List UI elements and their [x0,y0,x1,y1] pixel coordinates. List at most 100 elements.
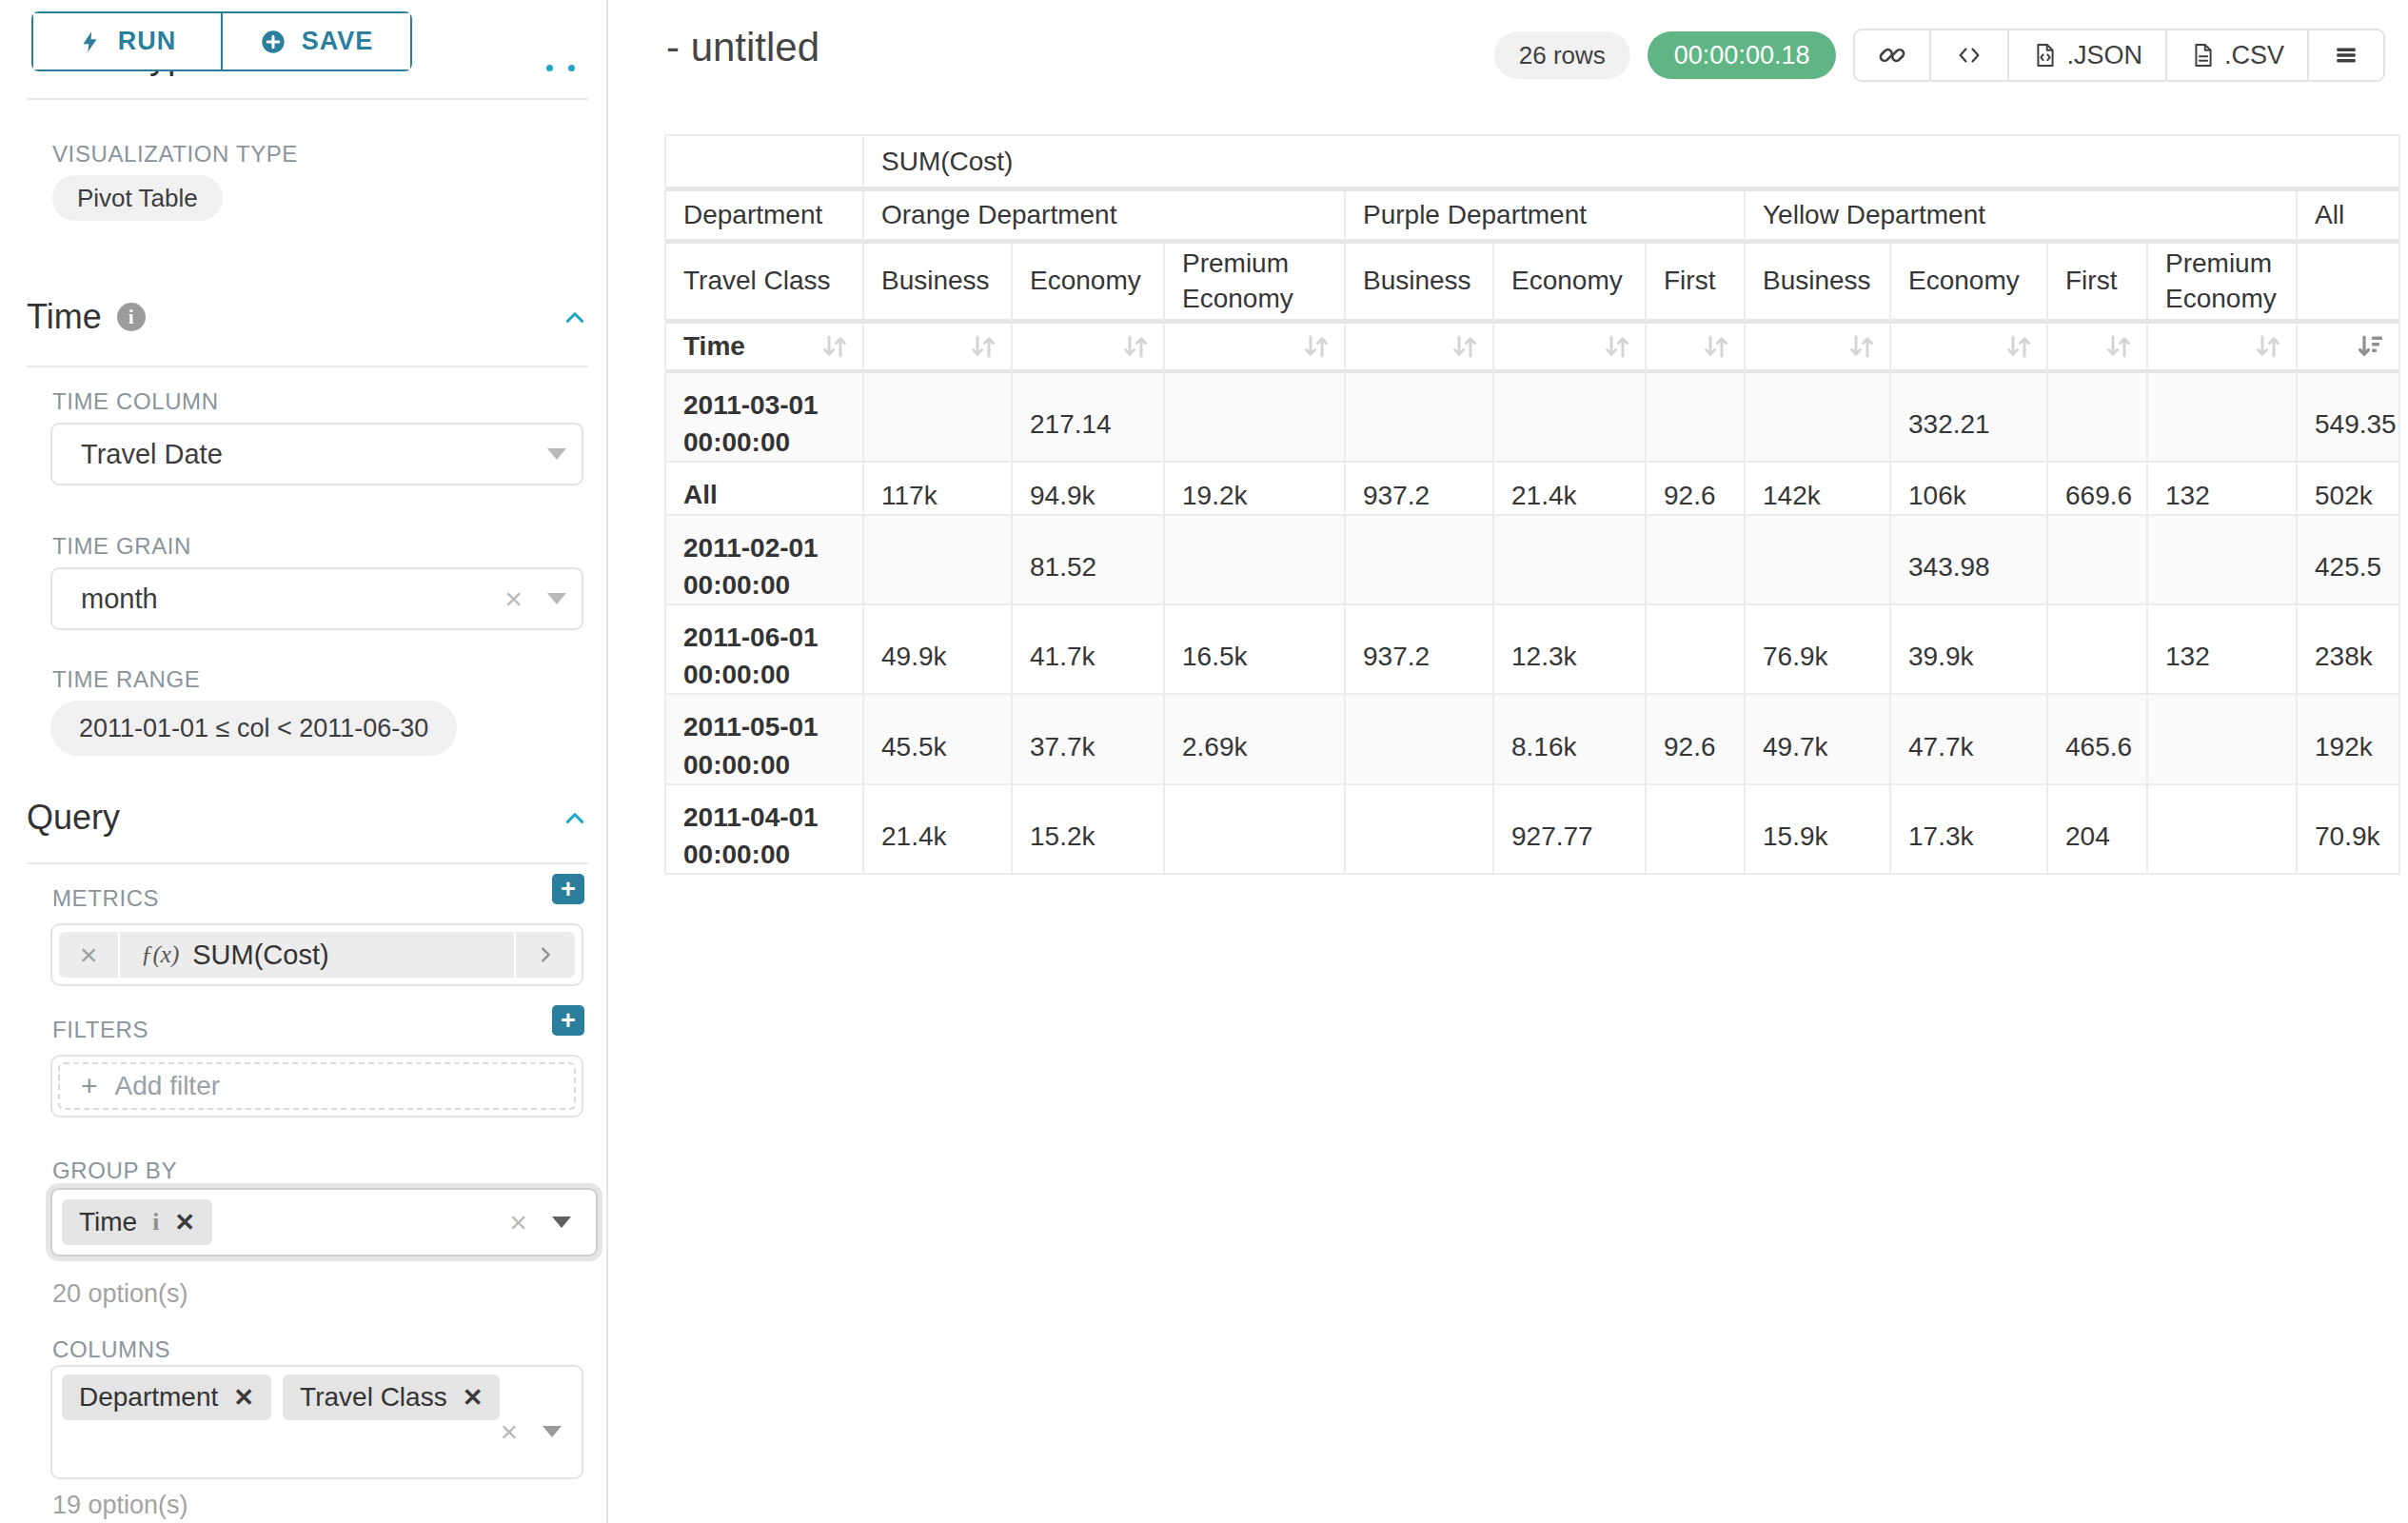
expand-metric-icon[interactable] [516,932,575,978]
visualization-type-label: VISUALIZATION TYPE [52,141,298,168]
add-filter-plus-button[interactable]: + [552,1005,584,1036]
sort-descending-icon[interactable] [2355,332,2387,361]
query-timer-badge: 00:00:00.18 [1648,31,1837,79]
columns-select[interactable]: Department✕ Travel Class ✕ × [50,1365,583,1479]
pivot-value-cell [1647,516,1746,605]
pivot-sort-cell [2148,324,2298,373]
section-divider [27,366,588,367]
dimension-chip[interactable]: Travel Class ✕ [283,1375,500,1420]
pivot-group-header: Yellow Department [1746,191,2298,244]
pivot-group-header: All [2298,191,2400,244]
row-count-badge: 26 rows [1494,31,1630,79]
clear-icon[interactable]: × [509,1207,527,1237]
pivot-value-cell: 465.6 [2048,695,2148,784]
chevron-down-icon[interactable] [547,593,566,604]
chevron-down-icon[interactable] [547,448,566,460]
sort-icon[interactable] [1845,332,1878,361]
copy-link-button[interactable] [1855,30,1929,80]
chevron-down-icon[interactable] [552,1216,571,1228]
sort-icon[interactable] [819,332,851,361]
clear-icon[interactable]: × [500,1416,518,1447]
pivot-value-cell [1165,785,1346,875]
view-query-button[interactable] [1929,30,2007,80]
save-button-label: SAVE [302,27,374,56]
pivot-col-header: Premium Economy [1165,244,1346,324]
pivot-table: SUM(Cost)DepartmentOrange DepartmentPurp… [664,134,2400,875]
time-range-value[interactable]: 2011-01-01 ≤ col < 2011-06-30 [50,701,457,756]
pivot-value-cell: 217.14 [1013,373,1165,463]
remove-chip-icon[interactable]: ✕ [463,1383,484,1413]
metrics-label: METRICS [52,885,159,912]
panel-drag-handle[interactable] [546,65,575,71]
visualization-type-value[interactable]: Pivot Table [52,175,223,221]
pivot-value-cell: 132 [2148,463,2298,515]
pivot-row-header: 2011-04-01 00:00:00 [666,785,864,875]
pivot-value-cell: 332.21 [1891,373,2048,463]
info-icon[interactable]: i [152,1209,159,1236]
run-button[interactable]: RUN [33,13,221,69]
collapse-chevron-icon[interactable] [562,806,588,829]
group-by-select[interactable]: Timei ✕ × [50,1188,598,1256]
chip-label: Travel Class [300,1382,447,1413]
sort-icon[interactable] [1601,332,1633,361]
time-grain-select[interactable]: month × [50,567,583,630]
sort-icon[interactable] [2003,332,2035,361]
time-column-select[interactable]: Travel Date [50,423,583,485]
metric-value: SUM(Cost) [192,940,328,971]
pivot-value-cell [864,373,1013,463]
time-section-header: Time i [27,297,588,337]
clear-icon[interactable]: × [504,583,523,614]
add-metric-button[interactable]: + [552,874,584,904]
pivot-col-header: Economy [1891,244,2048,324]
pivot-value-cell: 47.7k [1891,695,2048,784]
pivot-col-header: Business [1746,244,1891,324]
menu-button[interactable] [2307,30,2383,80]
pivot-col-header: Economy [1013,244,1165,324]
pivot-value-cell: 132 [2148,605,2298,695]
sort-icon[interactable] [1300,332,1332,361]
hamburger-icon [2332,43,2360,68]
pivot-value-cell [1647,605,1746,695]
save-button[interactable]: SAVE [221,13,410,69]
metric-pill[interactable]: × ƒ(x) SUM(Cost) [59,932,575,978]
info-icon[interactable]: i [117,303,146,331]
pivot-row-header: 2011-05-01 00:00:00 [666,695,864,784]
chip-label: Time [79,1207,137,1237]
pivot-value-cell: 76.9k [1746,605,1891,695]
pivot-value-cell: 45.5k [864,695,1013,784]
sort-icon[interactable] [1119,332,1152,361]
sort-icon[interactable] [2102,332,2135,361]
pivot-value-cell: 142k [1746,463,1891,515]
pivot-sort-cell [1013,324,1165,373]
remove-chip-icon[interactable]: ✕ [174,1208,195,1237]
collapse-chevron-icon[interactable] [562,306,588,328]
pivot-value-cell: 92.6 [1647,463,1746,515]
add-filter-button[interactable]: + Add filter [58,1062,576,1110]
pivot-value-cell [1346,785,1494,875]
chevron-down-icon[interactable] [543,1426,562,1437]
export-csv-button[interactable]: .CSV [2165,30,2307,80]
pivot-value-cell: 41.7k [1013,605,1165,695]
pivot-value-cell: 204 [2048,785,2148,875]
link-icon [1878,41,1906,69]
remove-chip-icon[interactable]: ✕ [233,1383,254,1413]
pivot-value-cell [1647,373,1746,463]
export-json-button[interactable]: .JSON [2007,30,2165,80]
filters-label: FILTERS [52,1017,148,1043]
dimension-chip[interactable]: Department✕ [62,1375,271,1420]
sort-icon[interactable] [967,332,999,361]
export-csv-label: .CSV [2224,41,2284,70]
group-by-options-count: 20 option(s) [52,1279,188,1309]
table-row: 2011-04-01 00:00:0021.4k15.2k927.7715.9k… [666,785,2400,875]
sort-icon[interactable] [2252,332,2284,361]
sort-icon[interactable] [1449,332,1481,361]
sort-icon[interactable] [1700,332,1732,361]
lightning-icon [78,30,103,54]
pivot-value-cell: 106k [1891,463,2048,515]
remove-metric-icon[interactable]: × [59,932,118,978]
pivot-sort-cell [2298,324,2400,373]
pivot-value-cell [1647,785,1746,875]
pivot-value-cell: 21.4k [864,785,1013,875]
page-title: - untitled [666,25,819,70]
dimension-chip[interactable]: Timei ✕ [62,1199,212,1245]
